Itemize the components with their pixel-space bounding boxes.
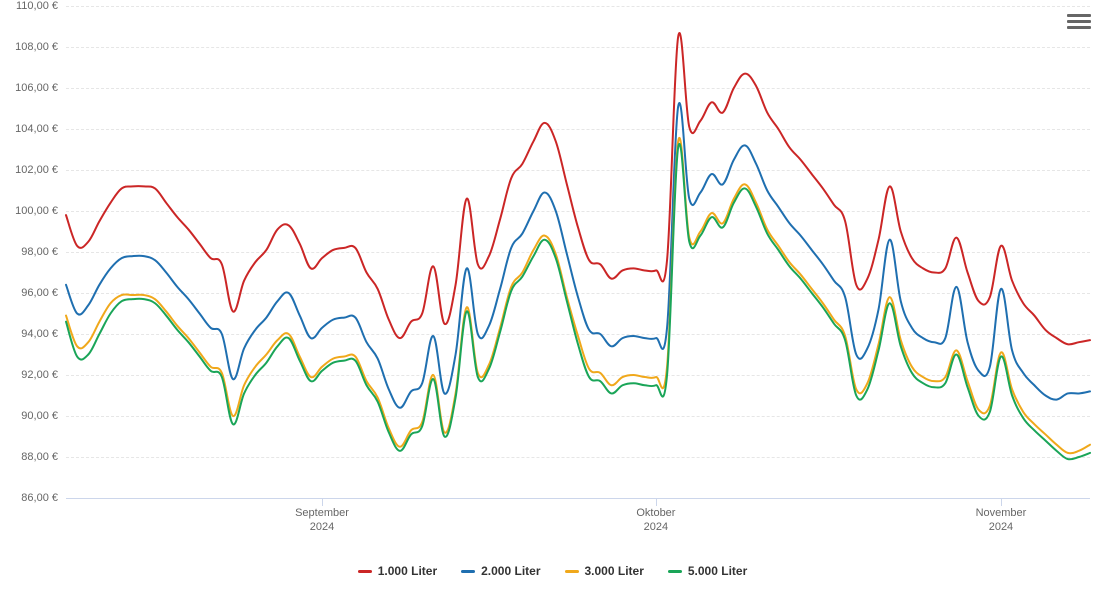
y-axis-label: 100,00 € — [15, 205, 66, 217]
legend-item[interactable]: 3.000 Liter — [565, 564, 644, 578]
legend-swatch — [668, 570, 682, 573]
y-axis-label: 106,00 € — [15, 82, 66, 94]
legend-label: 2.000 Liter — [481, 564, 540, 578]
series-line[interactable] — [66, 103, 1090, 408]
x-axis-label: September2024 — [295, 498, 349, 535]
legend-item[interactable]: 1.000 Liter — [358, 564, 437, 578]
y-axis-label: 94,00 € — [21, 328, 66, 340]
y-axis-label: 108,00 € — [15, 41, 66, 53]
legend-label: 1.000 Liter — [378, 564, 437, 578]
y-axis-label: 104,00 € — [15, 123, 66, 135]
legend-item[interactable]: 2.000 Liter — [461, 564, 540, 578]
x-axis-label: Oktober2024 — [636, 498, 675, 535]
y-axis-label: 90,00 € — [21, 410, 66, 422]
y-axis-label: 92,00 € — [21, 369, 66, 381]
y-axis-label: 88,00 € — [21, 451, 66, 463]
y-axis-label: 110,00 € — [16, 0, 66, 12]
chart-legend: 1.000 Liter 2.000 Liter 3.000 Liter 5.000 L… — [0, 564, 1105, 578]
legend-label: 3.000 Liter — [585, 564, 644, 578]
y-axis-label: 102,00 € — [15, 164, 66, 176]
y-axis-label: 86,00 € — [21, 492, 66, 504]
y-axis-label: 98,00 € — [21, 246, 66, 258]
legend-label: 5.000 Liter — [688, 564, 747, 578]
y-axis-label: 96,00 € — [21, 287, 66, 299]
series-line[interactable] — [66, 144, 1090, 460]
legend-item[interactable]: 5.000 Liter — [668, 564, 747, 578]
plot-area: 86,00 €88,00 €90,00 €92,00 €94,00 €96,00… — [66, 6, 1090, 498]
legend-swatch — [358, 570, 372, 573]
legend-swatch — [565, 570, 579, 573]
legend-swatch — [461, 570, 475, 573]
chart-lines — [66, 6, 1090, 498]
x-axis-label: November2024 — [976, 498, 1027, 535]
price-chart: 86,00 € 88,00 € 90,00 € 92,00 € 94,00 € 96,00… — [0, 0, 1105, 602]
x-axis-line — [66, 498, 1090, 499]
